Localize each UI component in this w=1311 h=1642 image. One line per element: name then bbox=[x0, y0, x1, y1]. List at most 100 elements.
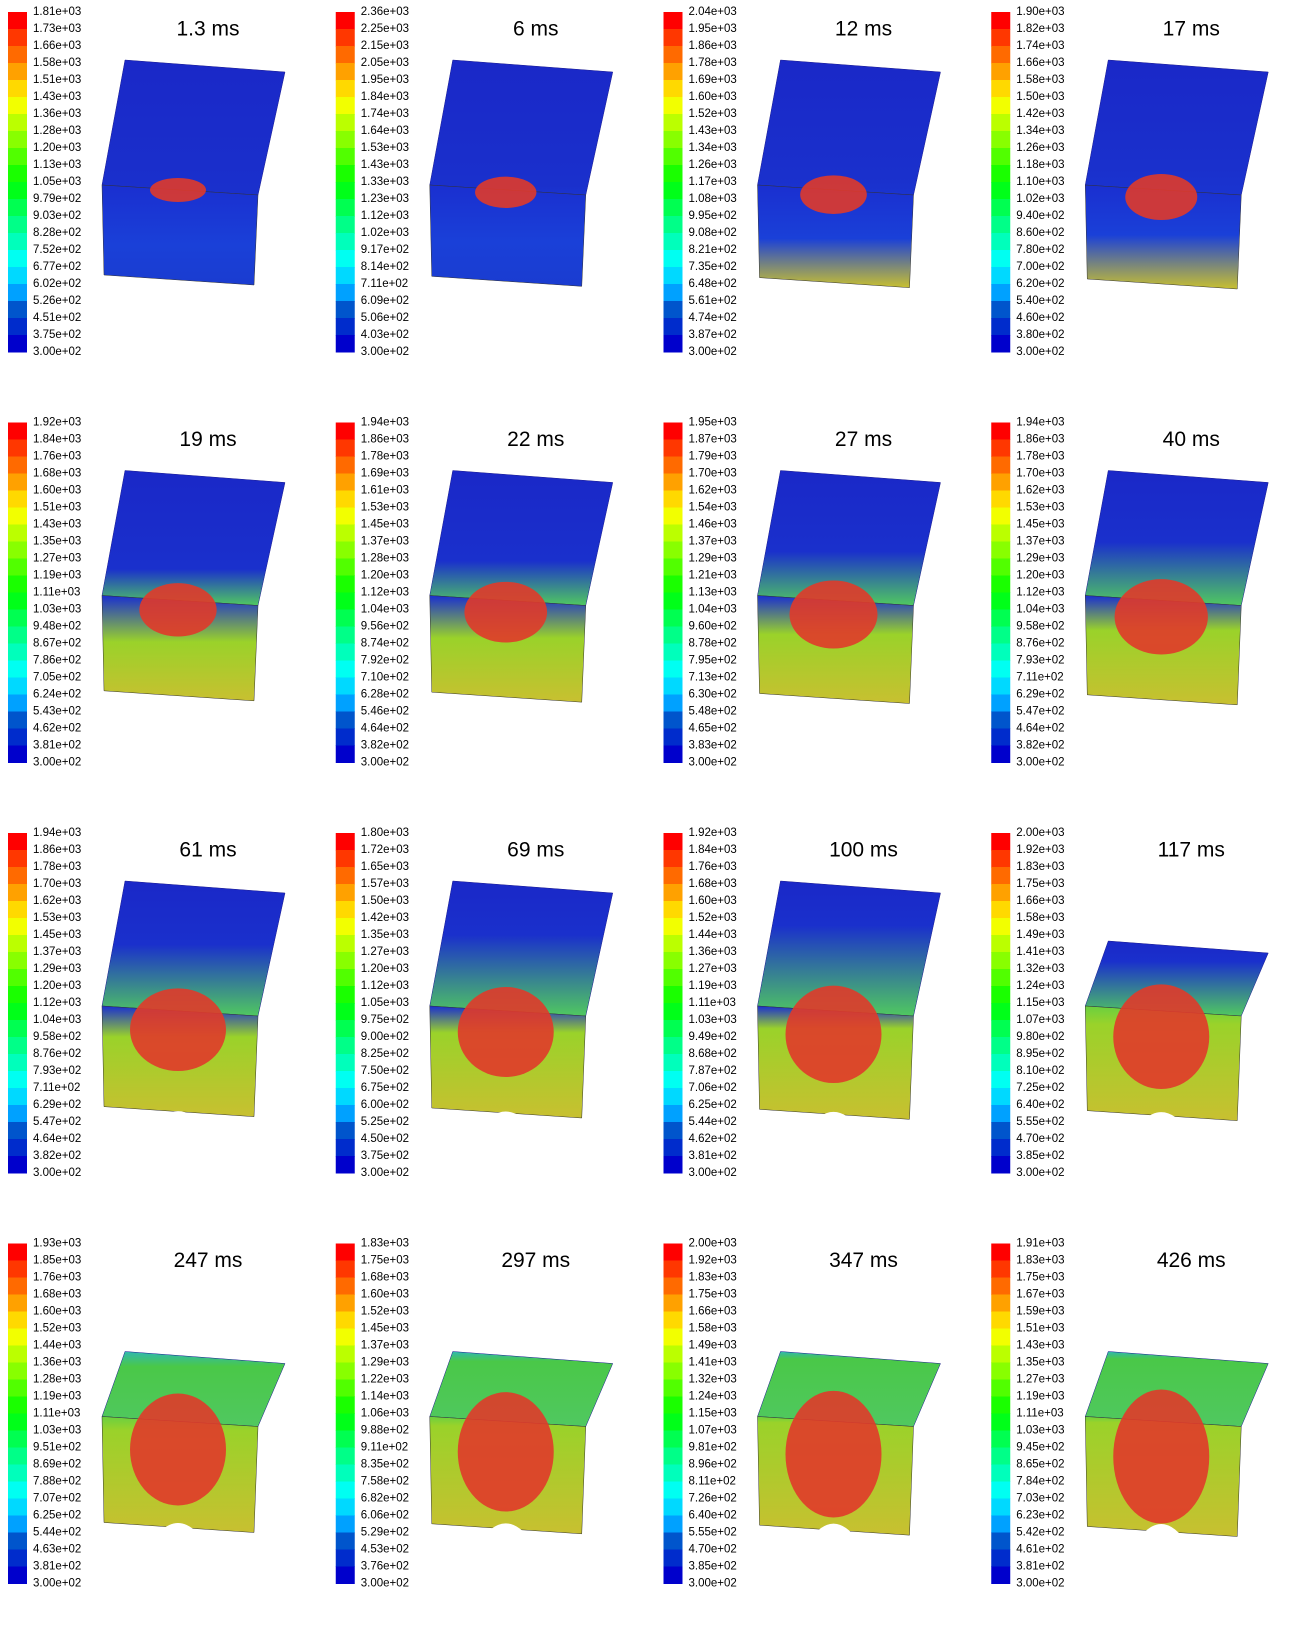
colorbar-band bbox=[991, 165, 1011, 183]
colorbar-band bbox=[991, 626, 1011, 644]
colorbar-label: 3.87e+02 bbox=[689, 329, 737, 341]
colorbar-label: 4.70e+02 bbox=[1016, 1133, 1064, 1145]
colorbar-band bbox=[8, 1532, 27, 1550]
colorbar-label: 7.13e+02 bbox=[689, 672, 737, 684]
colorbar-band bbox=[335, 165, 355, 183]
colorbar-band bbox=[335, 1020, 355, 1038]
colorbar-label: 1.73e+03 bbox=[33, 23, 81, 35]
colorbar-band bbox=[991, 1447, 1011, 1465]
colorbar-label: 1.72e+03 bbox=[361, 844, 409, 856]
colorbar-label: 3.00e+02 bbox=[1016, 1167, 1064, 1179]
colorbar-band bbox=[991, 216, 1011, 234]
colorbar-band bbox=[663, 439, 683, 457]
colorbar-band bbox=[8, 694, 27, 712]
colorbar-label: 1.86e+03 bbox=[1016, 434, 1064, 446]
colorbar-label: 5.06e+02 bbox=[361, 312, 409, 324]
colorbar-band bbox=[991, 1088, 1011, 1106]
colorbar-label: 7.25e+02 bbox=[1016, 1082, 1064, 1094]
colorbar-label: 1.83e+03 bbox=[689, 1272, 737, 1284]
colorbar-label: 5.46e+02 bbox=[361, 706, 409, 718]
colorbar-label: 7.93e+02 bbox=[33, 1065, 81, 1077]
colorbar-label: 1.37e+03 bbox=[1016, 536, 1064, 548]
colorbar-label: 1.83e+03 bbox=[1016, 861, 1064, 873]
hot-zone bbox=[130, 1393, 226, 1506]
colorbar-label: 1.12e+03 bbox=[1016, 587, 1064, 599]
colorbar-label: 3.81e+02 bbox=[33, 740, 81, 752]
colorbar-band bbox=[991, 1054, 1011, 1072]
colorbar-band bbox=[663, 490, 683, 508]
colorbar-band bbox=[8, 29, 27, 47]
colorbar-label: 1.70e+03 bbox=[1016, 468, 1064, 480]
colorbar-band bbox=[335, 1566, 355, 1584]
colorbar-band bbox=[991, 1277, 1011, 1295]
colorbar-band bbox=[8, 1430, 27, 1448]
colorbar-band bbox=[991, 541, 1011, 559]
colorbar-band bbox=[8, 97, 27, 115]
colorbar-band bbox=[663, 558, 683, 576]
colorbar-band bbox=[663, 182, 683, 200]
colorbar-band bbox=[991, 490, 1011, 508]
colorbar-band bbox=[8, 1328, 27, 1346]
colorbar-band bbox=[335, 575, 355, 593]
colorbar-label: 1.70e+03 bbox=[33, 878, 81, 890]
colorbar-label: 1.92e+03 bbox=[33, 417, 81, 429]
colorbar-band bbox=[8, 1020, 27, 1038]
colorbar-label: 1.86e+03 bbox=[361, 434, 409, 446]
colorbar-band bbox=[8, 114, 27, 132]
colorbar-band bbox=[663, 301, 683, 319]
colorbar-label: 8.65e+02 bbox=[1016, 1459, 1064, 1471]
colorbar-label: 1.51e+03 bbox=[33, 502, 81, 514]
colorbar-label: 5.26e+02 bbox=[33, 295, 81, 307]
colorbar-band bbox=[335, 1260, 355, 1278]
colorbar-label: 1.52e+03 bbox=[689, 912, 737, 924]
colorbar-label: 3.00e+02 bbox=[33, 346, 81, 358]
panel-title: 12 ms bbox=[835, 18, 892, 41]
colorbar-label: 7.26e+02 bbox=[689, 1493, 737, 1505]
colorbar-band bbox=[8, 660, 27, 678]
colorbar-band bbox=[8, 1515, 27, 1533]
colorbar-band bbox=[991, 867, 1011, 885]
colorbar-label: 1.79e+03 bbox=[689, 451, 737, 463]
colorbar-band bbox=[991, 1071, 1011, 1089]
colorbar-label: 1.12e+03 bbox=[361, 210, 409, 222]
colorbar-band bbox=[663, 1362, 683, 1380]
colorbar-label: 4.74e+02 bbox=[689, 312, 737, 324]
colorbar-label: 1.04e+03 bbox=[361, 604, 409, 616]
colorbar-label: 8.69e+02 bbox=[33, 1459, 81, 1471]
colorbar-label: 8.67e+02 bbox=[33, 638, 81, 650]
colorbar-band bbox=[8, 745, 27, 763]
colorbar-band bbox=[335, 986, 355, 1004]
colorbar-label: 7.84e+02 bbox=[1016, 1476, 1064, 1488]
colorbar-label: 7.00e+02 bbox=[1016, 261, 1064, 273]
block-top bbox=[1084, 59, 1269, 196]
panel-title: 100 ms bbox=[829, 839, 898, 862]
colorbar-label: 7.07e+02 bbox=[33, 1493, 81, 1505]
colorbar-label: 5.55e+02 bbox=[689, 1527, 737, 1539]
colorbar-label: 1.35e+03 bbox=[33, 536, 81, 548]
colorbar-label: 1.54e+03 bbox=[689, 502, 737, 514]
colorbar-band bbox=[663, 935, 683, 953]
colorbar-band bbox=[991, 1294, 1011, 1312]
colorbar-band bbox=[8, 833, 27, 851]
panel-title: 19 ms bbox=[179, 428, 236, 451]
colorbar-band bbox=[8, 301, 27, 319]
colorbar-band bbox=[8, 558, 27, 576]
colorbar-band bbox=[8, 284, 27, 302]
colorbar-band bbox=[991, 473, 1011, 491]
colorbar-label: 1.04e+03 bbox=[689, 604, 737, 616]
colorbar-label: 9.00e+02 bbox=[361, 1031, 409, 1043]
colorbar-band bbox=[8, 918, 27, 936]
colorbar-label: 6.48e+02 bbox=[689, 278, 737, 290]
colorbar-label: 1.32e+03 bbox=[1016, 963, 1064, 975]
colorbar-band bbox=[335, 1549, 355, 1567]
colorbar-label: 1.14e+03 bbox=[361, 1391, 409, 1403]
colorbar-label: 1.22e+03 bbox=[361, 1374, 409, 1386]
colorbar-label: 3.00e+02 bbox=[689, 1167, 737, 1179]
colorbar-label: 1.58e+03 bbox=[689, 1323, 737, 1335]
colorbar-label: 4.65e+02 bbox=[689, 723, 737, 735]
colorbar-band bbox=[8, 267, 27, 285]
hot-zone bbox=[789, 580, 878, 649]
colorbar-label: 1.95e+03 bbox=[689, 23, 737, 35]
colorbar-label: 3.82e+02 bbox=[361, 740, 409, 752]
colorbar-label: 1.58e+03 bbox=[1016, 74, 1064, 86]
